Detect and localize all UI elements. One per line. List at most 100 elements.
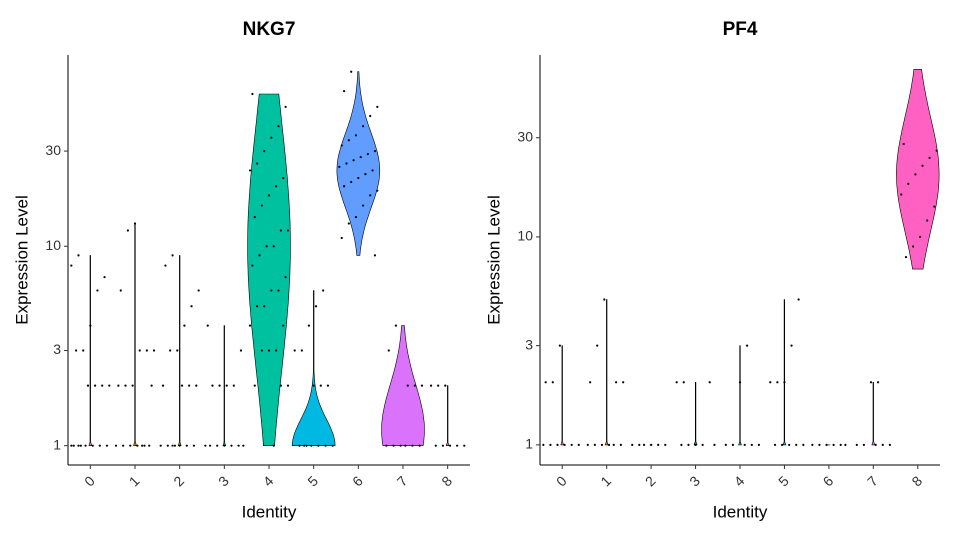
point xyxy=(902,142,905,146)
point xyxy=(218,384,221,387)
point xyxy=(263,150,266,153)
point xyxy=(305,444,308,447)
y-tick-label: 1 xyxy=(53,436,61,452)
point xyxy=(91,444,94,447)
x-tick-label: 3 xyxy=(686,473,703,490)
point xyxy=(437,384,440,387)
point xyxy=(152,349,156,352)
point xyxy=(411,444,414,447)
point xyxy=(298,444,301,447)
violin xyxy=(336,71,381,256)
point xyxy=(122,444,125,447)
point xyxy=(738,381,742,384)
point xyxy=(242,444,245,447)
point xyxy=(89,324,92,327)
point xyxy=(586,443,589,446)
point xyxy=(98,444,101,447)
point xyxy=(371,169,374,172)
point xyxy=(263,305,266,308)
point xyxy=(888,443,891,446)
point xyxy=(82,349,85,352)
point xyxy=(350,70,353,73)
point xyxy=(354,216,358,219)
point xyxy=(731,443,735,446)
point xyxy=(418,444,421,447)
point xyxy=(914,173,917,176)
point xyxy=(267,349,271,352)
point xyxy=(326,384,330,387)
point xyxy=(607,443,611,446)
x-tick-label: 2 xyxy=(642,473,659,490)
point xyxy=(338,165,341,168)
point xyxy=(600,443,604,446)
point xyxy=(463,444,466,447)
point xyxy=(556,443,559,446)
point xyxy=(260,204,263,207)
point xyxy=(331,444,334,447)
point xyxy=(376,189,379,192)
point xyxy=(277,289,280,292)
point xyxy=(456,444,459,447)
point xyxy=(593,443,596,446)
point xyxy=(322,289,325,292)
point xyxy=(642,443,646,446)
point xyxy=(282,176,285,180)
x-tick-label: 8 xyxy=(908,473,925,490)
point xyxy=(138,349,141,352)
point xyxy=(124,384,127,387)
point xyxy=(404,444,407,447)
point xyxy=(145,349,148,352)
point xyxy=(77,254,80,257)
point xyxy=(444,384,447,387)
point xyxy=(117,384,120,387)
y-tick-label: 1 xyxy=(525,436,533,452)
point xyxy=(208,444,212,447)
point xyxy=(256,162,259,165)
point xyxy=(373,150,377,153)
point xyxy=(900,193,903,196)
violin xyxy=(782,299,787,446)
point xyxy=(70,444,73,447)
x-tick-label: 5 xyxy=(304,473,321,490)
x-tick-label: 7 xyxy=(864,473,881,490)
point xyxy=(272,444,275,447)
point xyxy=(387,349,390,352)
point xyxy=(159,444,162,447)
point xyxy=(161,384,165,387)
violin xyxy=(247,93,291,447)
point xyxy=(429,384,433,387)
point xyxy=(724,443,727,446)
point xyxy=(131,384,134,387)
point xyxy=(392,444,395,447)
point xyxy=(183,324,186,327)
point xyxy=(441,444,445,447)
point xyxy=(542,443,545,446)
point xyxy=(622,381,625,384)
point xyxy=(844,443,847,446)
point xyxy=(340,144,343,147)
point xyxy=(780,443,784,446)
violin xyxy=(222,325,227,447)
point xyxy=(251,264,254,267)
point xyxy=(324,444,327,447)
point xyxy=(282,324,285,327)
violin xyxy=(88,255,93,447)
point xyxy=(797,298,800,301)
point xyxy=(420,384,424,387)
point xyxy=(119,289,122,292)
point xyxy=(286,229,290,232)
point xyxy=(862,443,865,446)
point xyxy=(935,149,938,152)
point xyxy=(783,381,786,384)
point xyxy=(256,305,259,308)
point xyxy=(277,125,280,128)
point xyxy=(248,324,252,327)
point xyxy=(694,443,697,446)
violin xyxy=(896,69,940,270)
point xyxy=(361,125,365,128)
point xyxy=(223,444,226,447)
x-tick-label: 6 xyxy=(820,473,837,490)
point xyxy=(832,443,835,446)
point xyxy=(279,229,282,232)
point xyxy=(190,305,193,308)
